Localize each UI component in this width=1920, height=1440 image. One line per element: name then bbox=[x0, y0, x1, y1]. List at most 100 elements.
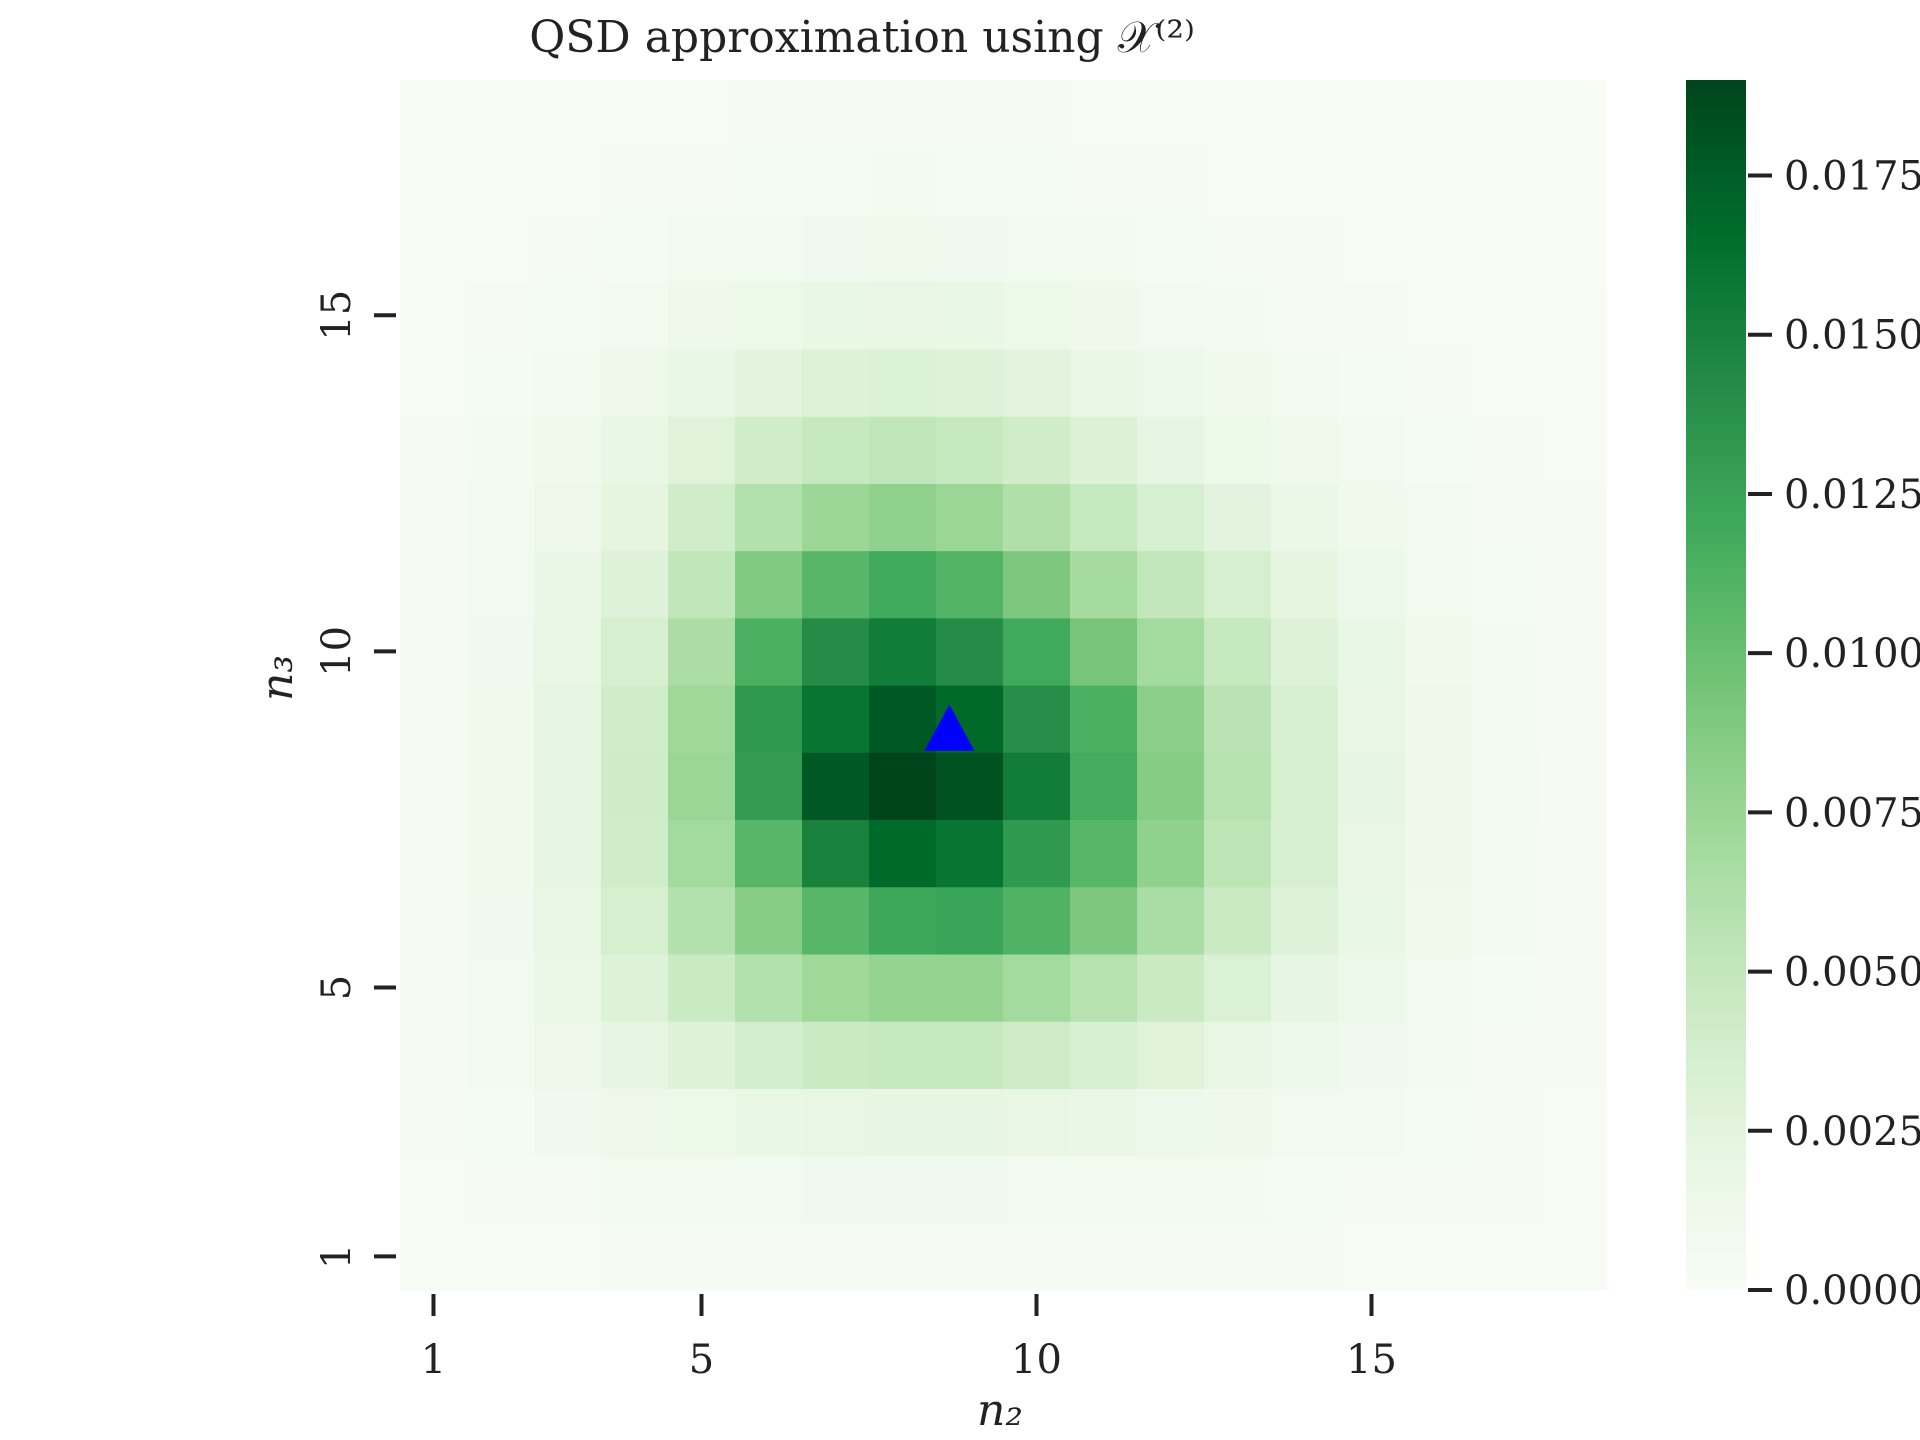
heatmap-cell bbox=[601, 348, 669, 417]
heatmap-cell bbox=[802, 886, 870, 955]
heatmap-cell bbox=[735, 80, 803, 148]
heatmap-cell bbox=[1070, 80, 1138, 148]
heatmap-cell bbox=[534, 80, 602, 148]
heatmap-cell bbox=[869, 685, 937, 753]
heatmap-cell bbox=[1539, 819, 1607, 888]
heatmap-cell bbox=[601, 214, 669, 283]
heatmap-cell bbox=[1070, 1222, 1138, 1291]
heatmap-cell bbox=[1405, 1021, 1473, 1089]
heatmap-cell bbox=[467, 483, 535, 552]
heatmap-cell bbox=[668, 483, 736, 552]
heatmap-cell bbox=[936, 752, 1004, 821]
heatmap-cell bbox=[1003, 1155, 1071, 1224]
heatmap-cell bbox=[1271, 416, 1339, 484]
heatmap-cell bbox=[1003, 752, 1071, 821]
heatmap-cell bbox=[735, 819, 803, 888]
heatmap-cell bbox=[534, 1155, 602, 1224]
heatmap-cell bbox=[400, 1222, 468, 1291]
heatmap-cell bbox=[1539, 752, 1607, 821]
heatmap-cell bbox=[1070, 1155, 1138, 1224]
heatmap-cell bbox=[1003, 147, 1071, 216]
colorbar-tick-label: 0.0000 bbox=[1784, 1268, 1920, 1314]
heatmap-cell bbox=[1070, 214, 1138, 283]
heatmap-cell bbox=[1070, 886, 1138, 955]
heatmap-cell bbox=[1271, 1155, 1339, 1224]
heatmap-cell bbox=[802, 416, 870, 484]
heatmap-cell bbox=[534, 483, 602, 552]
heatmap-cell bbox=[601, 550, 669, 619]
heatmap-cell bbox=[1204, 348, 1272, 417]
heatmap-cell bbox=[735, 483, 803, 552]
heatmap-cell bbox=[1204, 147, 1272, 216]
heatmap-cell bbox=[1137, 416, 1205, 484]
heatmap-cell bbox=[869, 483, 937, 552]
heatmap-cell bbox=[1003, 1021, 1071, 1089]
heatmap-cell bbox=[668, 886, 736, 955]
heatmap-cell bbox=[1472, 819, 1540, 888]
heatmap-cell bbox=[1472, 281, 1540, 350]
heatmap-cell bbox=[1405, 348, 1473, 417]
colorbar-tick-label: 0.0175 bbox=[1784, 154, 1920, 200]
heatmap-cell bbox=[1405, 1088, 1473, 1157]
heatmap-cell bbox=[1472, 685, 1540, 753]
heatmap-cell bbox=[467, 214, 535, 283]
heatmap-cell bbox=[1472, 550, 1540, 619]
heatmap-cell bbox=[869, 80, 937, 148]
heatmap-cell bbox=[1271, 1088, 1339, 1157]
heatmap-cell bbox=[1204, 819, 1272, 888]
heatmap-cell bbox=[467, 80, 535, 148]
heatmap-cell bbox=[1271, 886, 1339, 955]
heatmap-cell bbox=[534, 348, 602, 417]
heatmap-cell bbox=[1271, 550, 1339, 619]
heatmap-cell bbox=[1472, 483, 1540, 552]
heatmap-cell bbox=[467, 416, 535, 484]
heatmap-cell bbox=[467, 953, 535, 1022]
heatmap-cell bbox=[869, 416, 937, 484]
heatmap-cell bbox=[1003, 1088, 1071, 1157]
heatmap-cell bbox=[1003, 685, 1071, 753]
heatmap-cell bbox=[1070, 281, 1138, 350]
y-tick-label: 1 bbox=[314, 1244, 360, 1269]
heatmap-cell bbox=[400, 214, 468, 283]
heatmap-cell bbox=[1338, 348, 1406, 417]
heatmap-cell bbox=[467, 886, 535, 955]
heatmap-cell bbox=[1271, 685, 1339, 753]
heatmap-cell bbox=[1003, 214, 1071, 283]
heatmap-cell bbox=[735, 550, 803, 619]
heatmap-cell bbox=[400, 685, 468, 753]
heatmap-cell bbox=[668, 416, 736, 484]
heatmap-cell bbox=[1070, 1088, 1138, 1157]
heatmap-cell bbox=[802, 685, 870, 753]
heatmap-cell bbox=[1003, 1222, 1071, 1291]
heatmap-cell bbox=[400, 147, 468, 216]
heatmap-cell bbox=[735, 617, 803, 686]
heatmap-cell bbox=[1472, 348, 1540, 417]
heatmap-cell bbox=[1338, 1088, 1406, 1157]
heatmap-cell bbox=[1405, 550, 1473, 619]
colorbar-tick-label: 0.0025 bbox=[1784, 1109, 1920, 1155]
heatmap-cell bbox=[735, 1021, 803, 1089]
heatmap-cell bbox=[1338, 886, 1406, 955]
heatmap-cell bbox=[936, 953, 1004, 1022]
heatmap-cell bbox=[534, 1088, 602, 1157]
heatmap-cell bbox=[735, 348, 803, 417]
heatmap-cell bbox=[936, 1021, 1004, 1089]
heatmap-cell bbox=[1472, 80, 1540, 148]
heatmap-cell bbox=[1003, 281, 1071, 350]
heatmap-cell bbox=[1539, 617, 1607, 686]
heatmap-cell bbox=[1204, 1021, 1272, 1089]
heatmap-cell bbox=[1137, 819, 1205, 888]
heatmap-cell bbox=[936, 80, 1004, 148]
heatmap-cell bbox=[869, 550, 937, 619]
heatmap-cell bbox=[400, 416, 468, 484]
heatmap-cell bbox=[1204, 1222, 1272, 1291]
heatmap-cell bbox=[735, 281, 803, 350]
heatmap-cell bbox=[869, 348, 937, 417]
heatmap-cell bbox=[1137, 617, 1205, 686]
heatmap-cell bbox=[1204, 550, 1272, 619]
heatmap-cell bbox=[1472, 1222, 1540, 1291]
heatmap-cell bbox=[869, 281, 937, 350]
heatmap-cell bbox=[1137, 1155, 1205, 1224]
y-axis-label: n₃ bbox=[252, 655, 303, 701]
